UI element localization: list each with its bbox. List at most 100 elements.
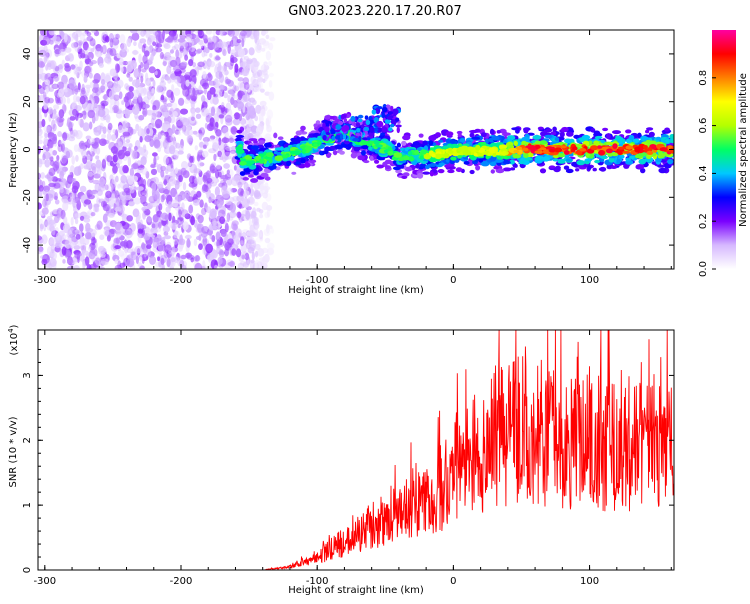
noise-blob (174, 76, 181, 84)
noise-blob (91, 229, 97, 236)
noise-blob (196, 114, 201, 119)
noise-blob (52, 137, 57, 145)
noise-blob (256, 131, 260, 137)
noise-blob (178, 209, 182, 217)
branch-blob (378, 106, 383, 109)
noise-blob (69, 234, 74, 238)
branch-blob (397, 127, 400, 133)
signal-blob (510, 167, 515, 170)
noise-blob (155, 48, 162, 53)
branch-blob (335, 124, 341, 130)
noise-blob (44, 159, 50, 168)
noise-blob (193, 168, 201, 173)
signal-blob (622, 151, 630, 154)
noise-blob (158, 132, 162, 140)
noise-blob (102, 108, 109, 116)
noise-blob (213, 42, 220, 50)
branch-blob (381, 112, 385, 119)
noise-blob (201, 208, 206, 216)
noise-blob (66, 121, 74, 128)
noise-blob (167, 258, 171, 268)
noise-blob (224, 152, 230, 156)
noise-blob (43, 126, 51, 132)
noise-blob (242, 255, 245, 260)
branch-blob (376, 121, 383, 127)
noise-blob (40, 95, 44, 103)
noise-blob (198, 243, 203, 250)
noise-blob (219, 114, 224, 118)
noise-blob (195, 145, 198, 150)
noise-blob (205, 123, 208, 129)
noise-blob (120, 34, 126, 44)
noise-blob (165, 52, 171, 57)
noise-blob (215, 186, 220, 196)
noise-blob (111, 193, 115, 199)
noise-blob (80, 96, 86, 105)
noise-blob (161, 77, 165, 83)
branch-blob (365, 131, 368, 135)
noise-blob (232, 92, 235, 97)
noise-blob (178, 224, 181, 228)
noise-blob (167, 36, 174, 43)
branch-blob (389, 111, 393, 114)
signal-blob (385, 165, 391, 169)
signal-blob (387, 151, 393, 156)
signal-blob (302, 149, 306, 152)
noise-blob (71, 156, 75, 165)
noise-blob (240, 31, 247, 37)
noise-blob (259, 214, 263, 219)
noise-blob (269, 80, 273, 88)
signal-blob (424, 155, 432, 159)
signal-blob (513, 150, 519, 153)
noise-blob (210, 208, 217, 218)
signal-blob (376, 165, 384, 169)
noise-blob (175, 143, 180, 149)
noise-blob (256, 208, 261, 212)
noise-blob (162, 103, 169, 112)
noise-blob (89, 122, 92, 130)
y-tick-label: -20 (22, 189, 33, 205)
noise-blob (36, 128, 43, 136)
noise-blob (248, 247, 255, 254)
noise-blob (80, 186, 87, 193)
signal-blob (361, 150, 366, 156)
noise-blob (179, 238, 186, 245)
noise-blob (223, 163, 230, 169)
signal-blob (523, 128, 528, 134)
noise-blob (237, 101, 245, 109)
noise-blob (223, 241, 227, 247)
signal-blob (301, 158, 306, 163)
noise-blob (115, 259, 118, 264)
signal-blob (283, 147, 289, 152)
signal-blob (514, 141, 518, 145)
noise-blob (114, 245, 121, 249)
noise-blob (253, 67, 257, 74)
noise-blob (201, 127, 204, 132)
noise-blob (261, 64, 268, 72)
noise-blob (207, 91, 212, 101)
noise-blob (80, 163, 84, 169)
noise-blob (179, 175, 183, 182)
signal-blob (524, 153, 529, 158)
noise-blob (171, 102, 178, 110)
noise-blob (201, 226, 209, 234)
noise-blob (218, 210, 226, 218)
noise-blob (255, 251, 258, 258)
noise-blob (84, 75, 88, 82)
noise-blob (165, 214, 169, 220)
signal-blob (456, 167, 463, 172)
signal-blob (502, 132, 511, 135)
noise-blob (170, 60, 178, 67)
signal-blob (564, 150, 570, 155)
noise-blob (55, 116, 59, 124)
noise-blob (182, 128, 186, 134)
noise-blob (162, 194, 166, 200)
signal-blob (542, 157, 550, 162)
noise-blob (254, 260, 260, 269)
noise-blob (189, 156, 193, 163)
signal-blob (576, 160, 585, 165)
noise-blob (82, 250, 89, 255)
noise-blob (66, 151, 71, 159)
noise-blob (172, 124, 175, 134)
